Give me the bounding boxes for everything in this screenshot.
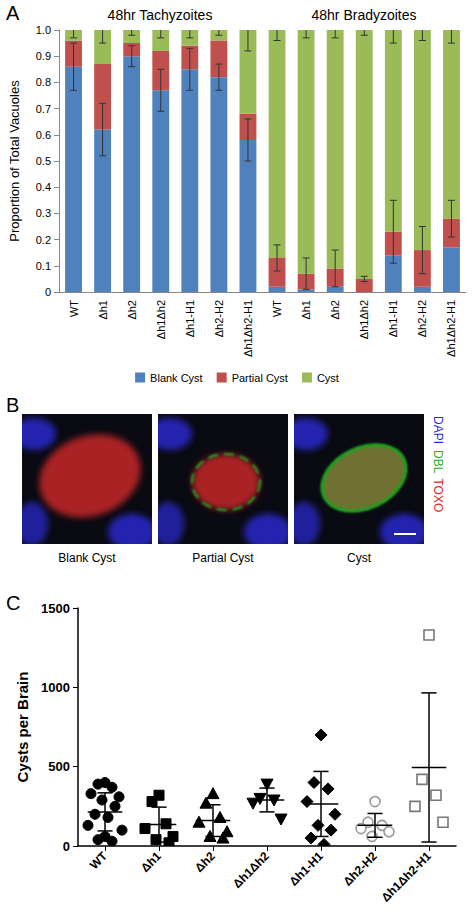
- svg-text:0.5: 0.5: [36, 155, 51, 167]
- svg-text:0.3: 0.3: [36, 207, 51, 219]
- svg-text:Δh1Δh2: Δh1Δh2: [230, 849, 272, 891]
- svg-text:Δh1Δh2-H1: Δh1Δh2-H1: [242, 300, 254, 357]
- svg-text:Δh2-H2: Δh2-H2: [340, 849, 380, 889]
- svg-text:Partial Cyst: Partial Cyst: [192, 551, 254, 565]
- svg-text:1000: 1000: [41, 680, 70, 695]
- svg-text:0.6: 0.6: [36, 129, 51, 141]
- svg-text:Δh2-H2: Δh2-H2: [213, 300, 225, 337]
- svg-text:Δh2: Δh2: [126, 300, 138, 320]
- svg-text:0.8: 0.8: [36, 76, 51, 88]
- svg-text:Δh1: Δh1: [138, 849, 164, 875]
- svg-text:0: 0: [45, 286, 51, 298]
- svg-text:Δh2-H2: Δh2-H2: [416, 300, 428, 337]
- svg-text:Δh1Δh2-H1: Δh1Δh2-H1: [378, 849, 434, 905]
- svg-text:Δh1: Δh1: [300, 300, 312, 320]
- svg-text:Δh1Δh2-H1: Δh1Δh2-H1: [445, 300, 457, 357]
- svg-text:Δh1Δh2: Δh1Δh2: [358, 300, 370, 339]
- svg-text:Δh1-H1: Δh1-H1: [286, 849, 326, 889]
- svg-text:0.1: 0.1: [36, 260, 51, 272]
- svg-text:1.0: 1.0: [36, 24, 51, 36]
- html-text:A: A: [6, 2, 20, 24]
- svg-text:Δh1: Δh1: [97, 300, 109, 320]
- svg-text:Partial Cyst: Partial Cyst: [232, 372, 288, 384]
- svg-text:Blank Cyst: Blank Cyst: [150, 372, 203, 384]
- svg-text:Δh1-H1: Δh1-H1: [387, 300, 399, 337]
- svg-text:Cysts per Brain: Cysts per Brain: [14, 672, 31, 783]
- svg-text:0.7: 0.7: [36, 103, 51, 115]
- html-text:C: C: [6, 592, 21, 614]
- svg-text:48hr Bradyzoites: 48hr Bradyzoites: [311, 7, 416, 23]
- svg-text:Δh2: Δh2: [192, 849, 218, 875]
- svg-text:DAPIDBLTOXO: DAPIDBLTOXO: [431, 416, 445, 512]
- svg-text:0: 0: [63, 839, 70, 854]
- svg-text:Cyst: Cyst: [347, 551, 372, 565]
- svg-text:WT: WT: [68, 300, 80, 317]
- svg-text:1500: 1500: [41, 601, 70, 616]
- svg-text:500: 500: [48, 759, 70, 774]
- svg-text:WT: WT: [271, 300, 283, 317]
- svg-text:48hr Tachyzoites: 48hr Tachyzoites: [108, 7, 213, 23]
- svg-text:Δh1-H1: Δh1-H1: [184, 300, 196, 337]
- svg-text:0.9: 0.9: [36, 50, 51, 62]
- svg-text:Δh2: Δh2: [329, 300, 341, 320]
- svg-text:0.2: 0.2: [36, 234, 51, 246]
- svg-text:Cyst: Cyst: [317, 372, 339, 384]
- svg-text:Proportion of Total Vacuoles: Proportion of Total Vacuoles: [7, 80, 22, 242]
- html-text:B: B: [6, 394, 20, 416]
- svg-text:0.4: 0.4: [36, 181, 51, 193]
- svg-text:Δh1Δh2: Δh1Δh2: [155, 300, 167, 339]
- svg-text:WT: WT: [87, 849, 111, 873]
- svg-text:Blank Cyst: Blank Cyst: [58, 551, 116, 565]
